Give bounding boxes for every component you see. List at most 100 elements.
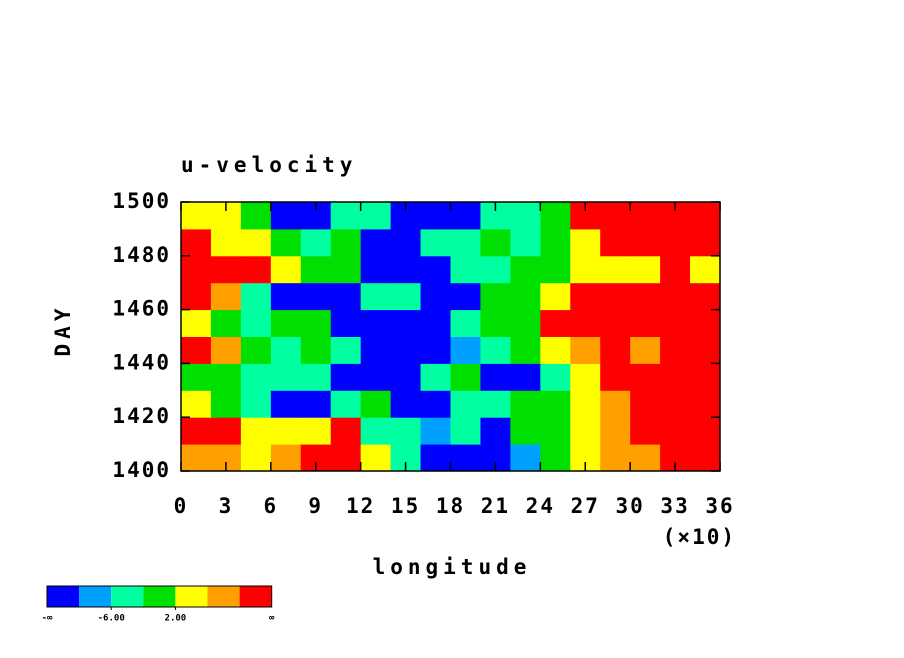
cell bbox=[570, 363, 601, 391]
cell bbox=[270, 417, 302, 445]
x-tick-label: 3 bbox=[219, 494, 234, 518]
y-axis-label: DAY bbox=[51, 304, 75, 357]
cell bbox=[510, 255, 541, 284]
cell bbox=[420, 228, 451, 257]
cell bbox=[240, 228, 272, 257]
cell bbox=[660, 255, 691, 284]
cell bbox=[630, 282, 661, 311]
cell bbox=[390, 390, 422, 418]
cell bbox=[300, 282, 332, 311]
cell bbox=[270, 282, 302, 311]
x-tick-label: 33 bbox=[660, 494, 689, 518]
cell bbox=[450, 282, 481, 311]
cell bbox=[510, 363, 541, 391]
cell bbox=[630, 444, 661, 472]
colorbar-box bbox=[47, 586, 80, 607]
cell bbox=[510, 228, 541, 257]
cell bbox=[181, 202, 212, 230]
cell bbox=[630, 202, 661, 230]
cell bbox=[360, 202, 392, 230]
cell bbox=[480, 309, 511, 337]
cell bbox=[510, 390, 541, 418]
cell bbox=[570, 255, 601, 284]
cell bbox=[690, 282, 721, 311]
cell bbox=[330, 444, 362, 472]
cell bbox=[630, 390, 661, 418]
heatmap bbox=[181, 202, 721, 472]
x-tick-label: 12 bbox=[346, 494, 375, 518]
cell bbox=[420, 444, 451, 472]
x-tick-label: 15 bbox=[391, 494, 420, 518]
cell bbox=[630, 228, 661, 257]
colorbar-label: ∞ bbox=[269, 614, 275, 624]
cell bbox=[420, 390, 451, 418]
x-tick-label: 27 bbox=[571, 494, 600, 518]
cell bbox=[570, 282, 601, 311]
cell bbox=[690, 363, 721, 391]
x-tick-label: 9 bbox=[308, 494, 323, 518]
cell bbox=[360, 417, 392, 445]
y-tick-label: 1500 bbox=[112, 189, 171, 213]
cell bbox=[540, 309, 571, 337]
cell bbox=[390, 282, 422, 311]
cell bbox=[300, 228, 332, 257]
cell bbox=[540, 202, 571, 230]
cell bbox=[270, 228, 302, 257]
cell bbox=[510, 309, 541, 337]
cell bbox=[240, 390, 272, 418]
cell bbox=[181, 282, 212, 311]
cell bbox=[420, 202, 451, 230]
cell bbox=[540, 417, 571, 445]
cell bbox=[210, 336, 242, 364]
cell bbox=[690, 390, 721, 418]
cell bbox=[300, 336, 332, 364]
cell bbox=[360, 444, 392, 472]
cell bbox=[300, 255, 332, 284]
cell bbox=[450, 309, 481, 337]
cell bbox=[570, 417, 601, 445]
cell bbox=[450, 417, 481, 445]
cell bbox=[630, 417, 661, 445]
colorbar-box bbox=[143, 586, 176, 607]
cell bbox=[540, 390, 571, 418]
cell bbox=[181, 444, 212, 472]
x-axis-label: longitude bbox=[373, 555, 532, 579]
cell bbox=[390, 228, 422, 257]
cell bbox=[450, 363, 481, 391]
cell bbox=[270, 336, 302, 364]
cell bbox=[660, 282, 691, 311]
cell bbox=[660, 363, 691, 391]
cell bbox=[540, 228, 571, 257]
cell bbox=[240, 309, 272, 337]
cell bbox=[540, 282, 571, 311]
cell bbox=[240, 282, 272, 311]
cell bbox=[270, 444, 302, 472]
cell bbox=[210, 363, 242, 391]
cell bbox=[450, 202, 481, 230]
cell bbox=[270, 202, 302, 230]
cell bbox=[570, 390, 601, 418]
cell bbox=[630, 255, 661, 284]
cell bbox=[210, 228, 242, 257]
cell bbox=[300, 363, 332, 391]
cell bbox=[600, 255, 631, 284]
cell bbox=[270, 309, 302, 337]
x-tick-label: 0 bbox=[174, 494, 189, 518]
cell bbox=[690, 417, 721, 445]
colorbar-label: -6.00 bbox=[98, 614, 125, 624]
cell bbox=[660, 417, 691, 445]
cell bbox=[690, 309, 721, 337]
cell bbox=[360, 336, 392, 364]
cell bbox=[330, 336, 362, 364]
x-tick-label: 21 bbox=[481, 494, 510, 518]
cell bbox=[330, 390, 362, 418]
cell bbox=[630, 336, 661, 364]
cell bbox=[480, 417, 511, 445]
cell bbox=[600, 309, 631, 337]
cell bbox=[480, 255, 511, 284]
cell bbox=[600, 417, 631, 445]
cell bbox=[510, 444, 541, 472]
cell bbox=[420, 336, 451, 364]
cell bbox=[240, 363, 272, 391]
